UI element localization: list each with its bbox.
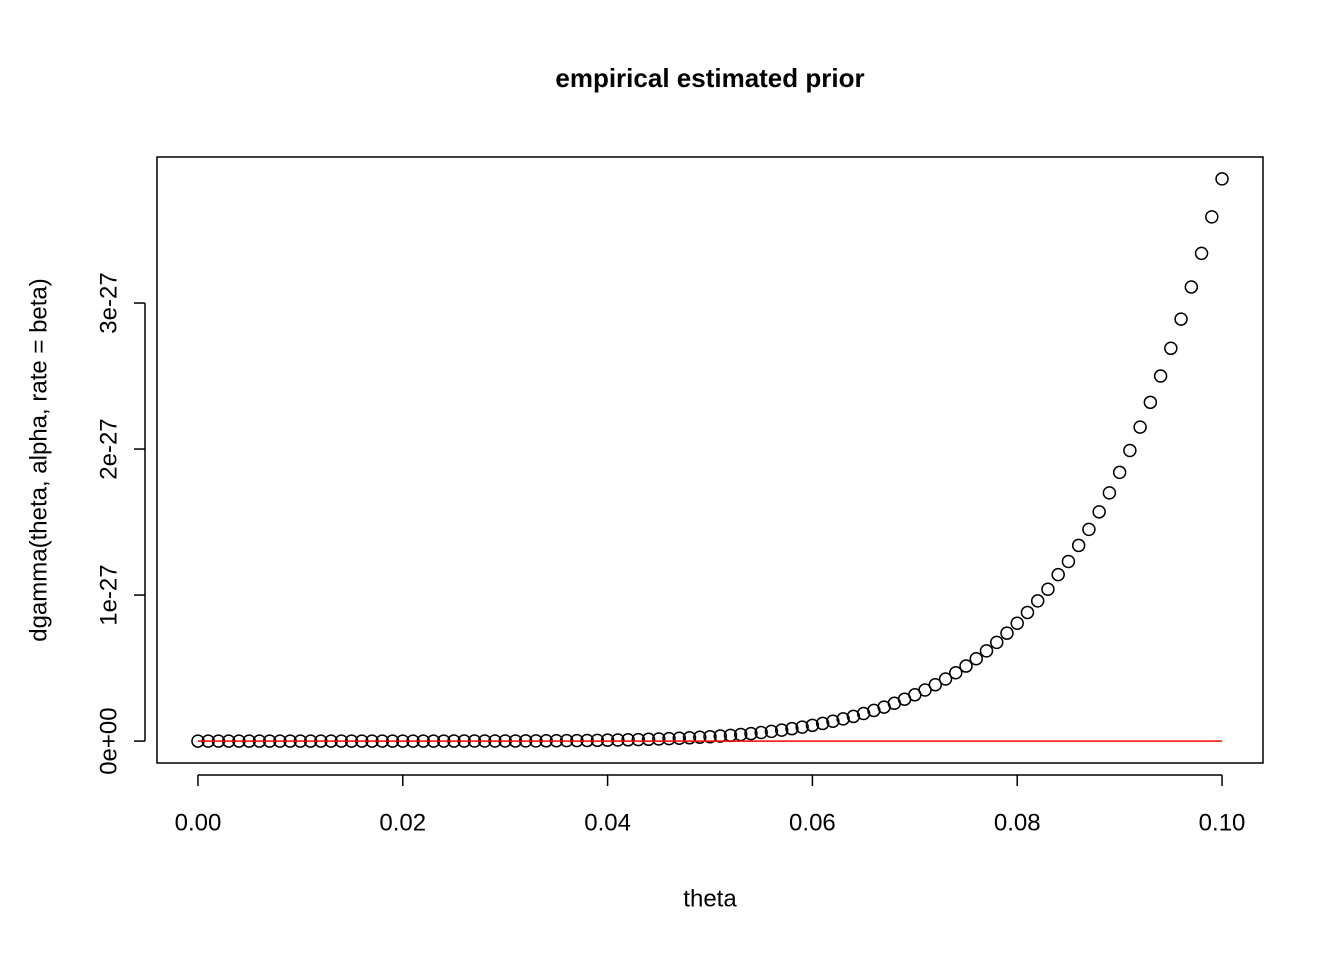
point: [928, 677, 943, 692]
point: [846, 709, 861, 724]
point: [1174, 312, 1188, 326]
point: [989, 635, 1004, 650]
y-tick-label: 3e-27: [95, 272, 122, 333]
point: [631, 732, 646, 747]
point: [600, 733, 615, 747]
point: [703, 729, 717, 744]
x-axis-label: theta: [683, 885, 737, 912]
point: [1164, 341, 1178, 356]
point: [672, 731, 687, 745]
point: [805, 718, 820, 733]
point: [621, 733, 635, 747]
point: [1041, 582, 1055, 596]
point: [662, 731, 676, 746]
point: [744, 726, 758, 741]
point: [1102, 486, 1117, 500]
point: [774, 723, 789, 737]
point: [1123, 443, 1137, 458]
x-tick-label: 0.08: [994, 809, 1041, 836]
point: [590, 733, 605, 748]
point: [1010, 616, 1024, 631]
y-tick-label: 1e-27: [95, 564, 122, 625]
point: [959, 659, 973, 673]
point: [1051, 567, 1065, 582]
point: [682, 731, 697, 745]
point: [713, 729, 727, 743]
point: [764, 724, 779, 739]
point: [1133, 420, 1147, 434]
point: [785, 721, 799, 736]
point: [969, 651, 984, 666]
point: [1000, 626, 1014, 640]
point: [815, 716, 830, 731]
x-tick-label: 0.02: [379, 809, 426, 836]
point: [1071, 538, 1086, 553]
y-tick-label: 2e-27: [95, 418, 122, 479]
point: [611, 733, 625, 747]
point: [693, 730, 707, 745]
point: [641, 732, 656, 747]
chart-title: empirical estimated prior: [555, 63, 864, 93]
x-tick-label: 0.00: [175, 809, 222, 836]
point: [1194, 246, 1209, 261]
x-tick-label: 0.10: [1199, 809, 1246, 836]
y-tick-label: 0e+00: [95, 707, 122, 774]
point: [918, 683, 932, 697]
point: [1153, 369, 1168, 383]
point: [795, 720, 809, 734]
point: [1020, 605, 1035, 620]
plot-frame: [156, 156, 1264, 764]
point: [1092, 505, 1106, 519]
x-tick-label: 0.04: [584, 809, 631, 836]
point: [754, 725, 768, 740]
point: [1061, 554, 1076, 569]
point: [1143, 395, 1158, 410]
point: [856, 706, 871, 721]
point: [836, 712, 850, 726]
y-axis-label: dgamma(theta, alpha, rate = beta): [25, 278, 52, 642]
point: [1184, 280, 1199, 294]
point: [1205, 210, 1219, 224]
point: [652, 732, 666, 746]
point: [979, 644, 994, 658]
point: [1112, 465, 1127, 480]
x-tick-label: 0.06: [789, 809, 836, 836]
point: [826, 714, 840, 728]
point: [949, 666, 963, 680]
point: [938, 672, 953, 686]
point: [1215, 172, 1229, 186]
point: [1030, 594, 1045, 608]
point: [1082, 522, 1096, 537]
